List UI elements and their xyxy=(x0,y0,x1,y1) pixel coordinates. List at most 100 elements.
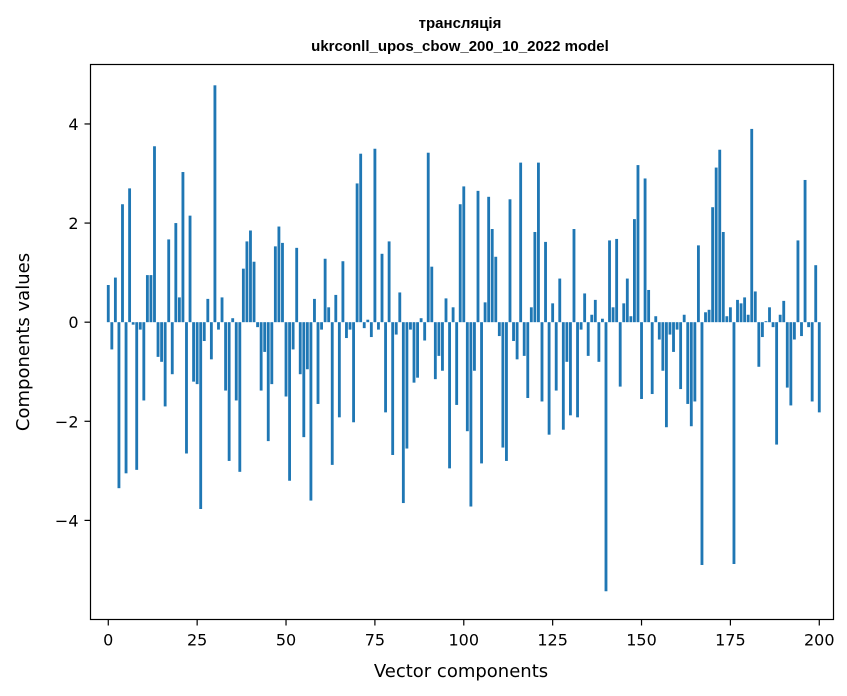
bar-39 xyxy=(245,241,249,323)
bar-61 xyxy=(323,258,327,323)
bar-59 xyxy=(316,322,320,404)
bar-135 xyxy=(586,322,590,356)
plot-frame xyxy=(89,63,835,621)
y-tick-label: 2 xyxy=(68,214,78,233)
chart-title: трансляція xyxy=(419,15,502,32)
bar-110 xyxy=(497,322,501,337)
bar-136 xyxy=(590,314,594,323)
bar-196 xyxy=(803,179,807,323)
x-tick-label: 175 xyxy=(715,631,746,650)
bar-113 xyxy=(508,199,512,323)
bar-198 xyxy=(810,322,814,402)
bar-174 xyxy=(725,316,729,323)
bar-164 xyxy=(689,322,693,427)
bar-1 xyxy=(110,322,114,350)
bar-148 xyxy=(633,219,636,323)
bars-group xyxy=(106,85,821,592)
bar-175 xyxy=(728,307,732,323)
bar-66 xyxy=(341,261,345,323)
bar-108 xyxy=(490,229,494,323)
y-tick-label: −2 xyxy=(55,412,79,431)
bar-128 xyxy=(561,322,565,430)
bar-142 xyxy=(611,307,615,323)
bar-160 xyxy=(675,322,679,330)
bar-24 xyxy=(192,322,196,382)
bar-171 xyxy=(714,167,718,323)
x-tick-label: 50 xyxy=(276,631,296,650)
bar-71 xyxy=(359,153,363,323)
bar-30 xyxy=(213,85,217,323)
bar-146 xyxy=(625,278,629,323)
bar-74 xyxy=(369,322,373,338)
bar-34 xyxy=(227,322,231,461)
bar-44 xyxy=(263,322,267,352)
bar-147 xyxy=(629,316,633,323)
bar-124 xyxy=(547,322,551,435)
bar-9 xyxy=(138,322,142,330)
y-axis-label: Components values xyxy=(13,253,34,431)
bar-56 xyxy=(305,322,309,370)
bar-123 xyxy=(544,241,547,323)
bar-89 xyxy=(423,322,427,341)
bar-97 xyxy=(451,307,455,323)
bar-185 xyxy=(764,321,768,323)
bar-141 xyxy=(608,240,611,323)
bar-26 xyxy=(199,322,203,509)
bar-68 xyxy=(348,322,352,330)
bar-77 xyxy=(380,253,384,323)
bar-189 xyxy=(778,314,782,323)
bar-170 xyxy=(711,207,715,323)
bar-92 xyxy=(433,322,437,380)
bar-17 xyxy=(167,239,171,323)
bar-114 xyxy=(512,322,515,342)
bar-12 xyxy=(149,275,153,323)
bar-57 xyxy=(309,322,313,501)
bar-22 xyxy=(185,322,188,454)
bar-87 xyxy=(416,322,419,378)
bar-32 xyxy=(220,297,224,323)
y-tick-label: −4 xyxy=(55,511,79,530)
bar-101 xyxy=(465,322,469,432)
bar-29 xyxy=(209,322,213,360)
bar-18 xyxy=(170,322,174,375)
bar-14 xyxy=(156,322,160,357)
bar-83 xyxy=(401,322,405,504)
bar-132 xyxy=(576,322,579,418)
bar-192 xyxy=(789,322,793,406)
bar-102 xyxy=(469,322,473,507)
x-tick-label: 150 xyxy=(626,631,657,650)
bar-91 xyxy=(430,266,434,323)
chart-subtitle: ukrconll_upos_cbow_200_10_2022 model xyxy=(311,38,609,55)
bar-3 xyxy=(117,322,121,489)
x-tick-label: 125 xyxy=(537,631,568,650)
bar-116 xyxy=(519,162,523,323)
bar-169 xyxy=(707,309,711,323)
bar-16 xyxy=(163,322,167,407)
bar-95 xyxy=(444,298,448,323)
bar-40 xyxy=(249,230,252,323)
bar-190 xyxy=(782,300,786,323)
bar-84 xyxy=(405,322,409,449)
bar-106 xyxy=(483,302,487,323)
bar-86 xyxy=(412,322,416,383)
bar-154 xyxy=(654,316,658,323)
bar-129 xyxy=(565,322,569,362)
bar-10 xyxy=(142,322,146,401)
bar-165 xyxy=(693,322,697,402)
bar-81 xyxy=(394,322,398,335)
bar-194 xyxy=(796,240,800,323)
bar-7 xyxy=(131,322,135,325)
bar-73 xyxy=(366,319,370,323)
bar-119 xyxy=(529,307,533,323)
bar-200 xyxy=(817,322,821,413)
bar-183 xyxy=(757,322,761,367)
bar-172 xyxy=(718,149,722,323)
bar-64 xyxy=(334,294,338,323)
bar-93 xyxy=(437,322,441,356)
bar-184 xyxy=(760,322,764,338)
bar-53 xyxy=(295,247,299,323)
bar-47 xyxy=(273,246,277,323)
bar-72 xyxy=(362,322,366,329)
bar-152 xyxy=(647,289,651,323)
